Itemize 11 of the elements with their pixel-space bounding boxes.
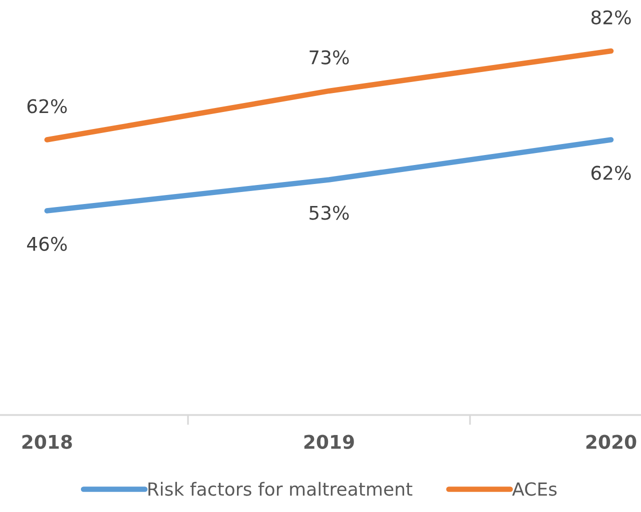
data-label: 62% [591,166,631,180]
legend-label: Risk factors for maltreatment [148,482,412,496]
x-tick-label: 2019 [304,434,354,449]
data-label: 46% [27,236,67,251]
x-tick-label: 2020 [586,434,636,449]
data-label: 53% [310,206,349,220]
legend-label: ACEs [512,482,557,496]
data-label: 62% [27,99,67,114]
data-label: 82% [591,10,631,24]
x-tick-label: 2018 [22,434,72,449]
data-label: 73% [310,50,349,64]
